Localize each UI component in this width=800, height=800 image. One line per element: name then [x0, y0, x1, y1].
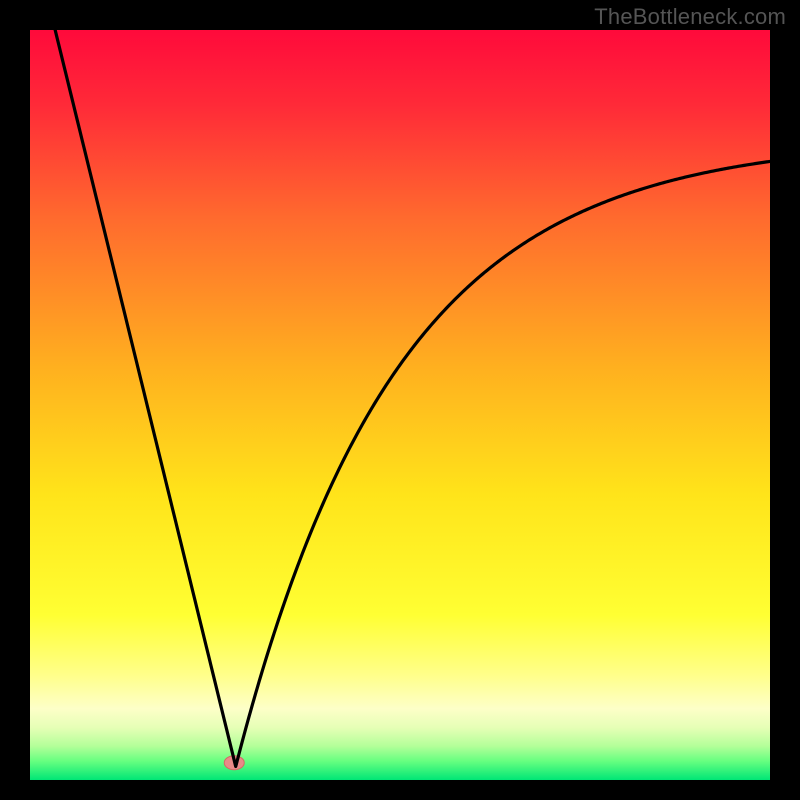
chart-container: TheBottleneck.com: [0, 0, 800, 800]
chart-background: [0, 0, 800, 800]
